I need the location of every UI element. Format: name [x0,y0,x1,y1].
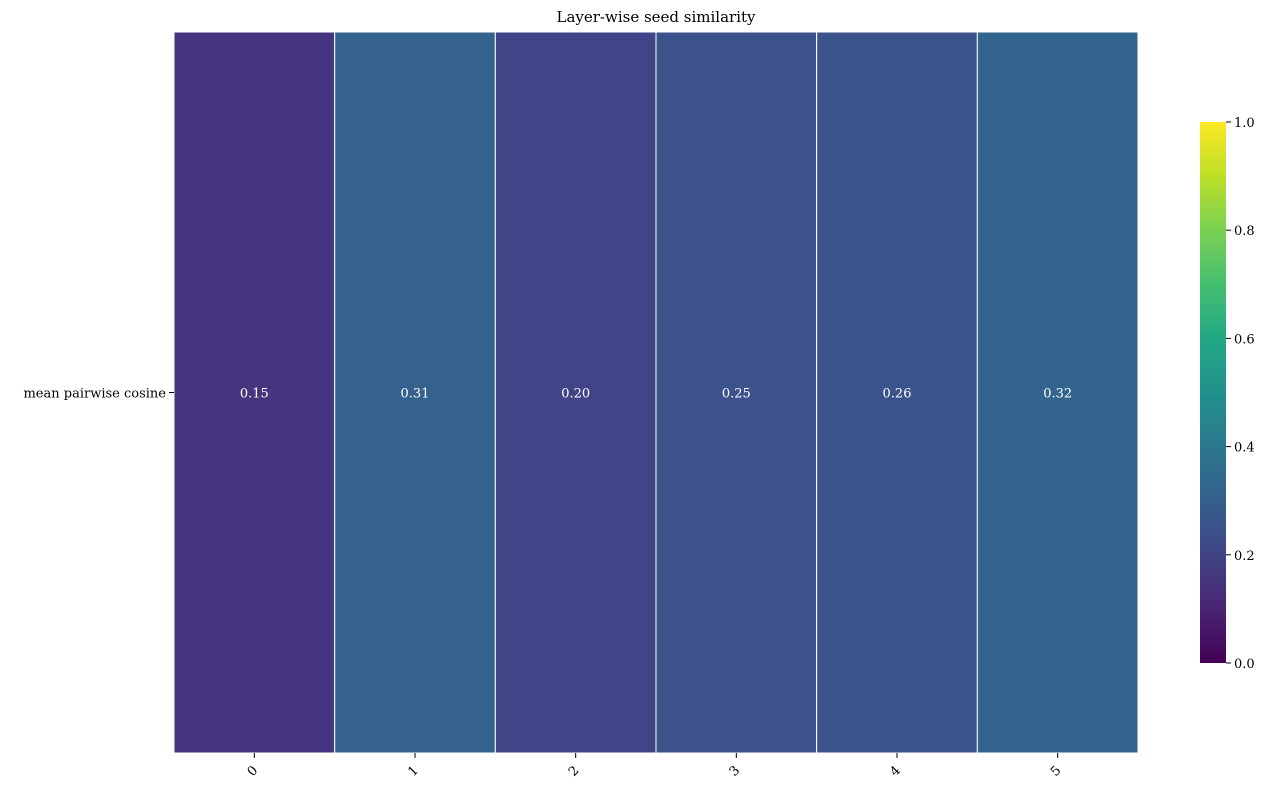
colorbar-gradient [1200,122,1226,663]
cell-value-label: 0.15 [240,387,269,402]
heatmap-cell-labels: 0.15 0.31 0.20 0.25 0.26 0.32 [240,387,1072,402]
colorbar-tick-label: 0.6 [1234,332,1255,347]
x-axis: 0 1 2 3 4 5 [245,753,1064,780]
y-axis: mean pairwise cosine [23,387,174,402]
x-tick-label: 0 [245,763,261,779]
heatmap-cell [334,31,496,754]
x-tick-label: 2 [566,763,582,779]
cell-value-label: 0.26 [883,387,912,402]
colorbar-tick-label: 1.0 [1234,116,1255,131]
cell-value-label: 0.25 [722,387,751,402]
x-tick-label: 5 [1048,763,1064,779]
heatmap-cell [173,31,336,754]
colorbar-tick-label: 0.2 [1234,549,1255,564]
heatmap-cell [976,31,1139,754]
y-tick-label: mean pairwise cosine [23,387,166,402]
cell-value-label: 0.20 [561,387,590,402]
colorbar-tick-label: 0.0 [1234,657,1255,672]
colorbar-tick-label: 0.4 [1234,441,1255,456]
cell-value-label: 0.32 [1043,387,1072,402]
heatmap-cell [655,31,818,754]
heatmap-cell [494,31,657,754]
colorbar-tick-label: 0.8 [1234,224,1255,239]
x-tick-label: 1 [405,763,421,779]
colorbar: 0.0 0.2 0.4 0.6 0.8 1.0 [1200,116,1255,672]
heatmap-cell [816,31,978,754]
x-tick-label: 3 [727,763,743,779]
chart-title: Layer-wise seed similarity [556,8,756,26]
heatmap-cells [173,31,1139,754]
cell-value-label: 0.31 [401,387,430,402]
x-tick-label: 4 [887,763,903,779]
